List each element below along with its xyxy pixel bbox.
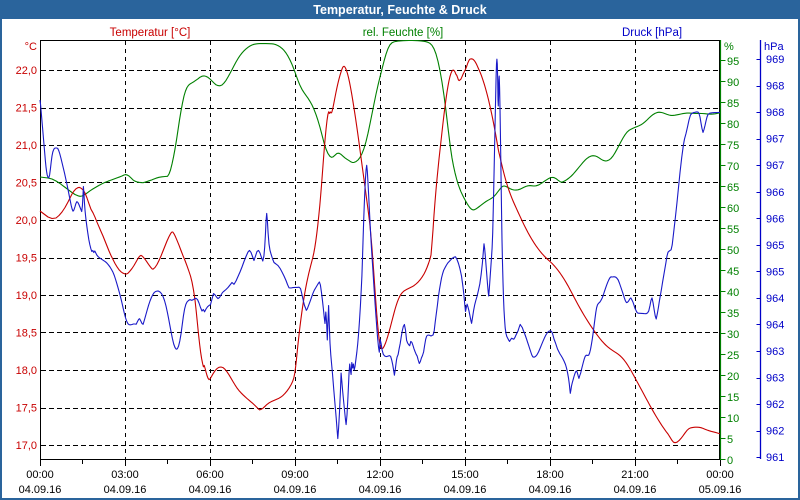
svg-text:17,0: 17,0	[16, 440, 37, 452]
svg-text:04.09.16: 04.09.16	[529, 484, 572, 496]
svg-text:21,5: 21,5	[16, 103, 37, 115]
svg-text:60: 60	[727, 203, 739, 215]
svg-text:°C: °C	[25, 41, 37, 53]
svg-text:965: 965	[766, 240, 784, 252]
svg-text:03:00: 03:00	[111, 469, 139, 481]
svg-text:%: %	[724, 41, 734, 53]
svg-text:964: 964	[766, 293, 784, 305]
svg-text:85: 85	[727, 98, 739, 110]
svg-text:70: 70	[727, 161, 739, 173]
svg-text:19,0: 19,0	[16, 290, 37, 302]
svg-text:21:00: 21:00	[621, 469, 649, 481]
svg-text:Temperatur, Feuchte & Druck: Temperatur, Feuchte & Druck	[313, 3, 486, 17]
svg-text:18,0: 18,0	[16, 365, 37, 377]
svg-text:20,0: 20,0	[16, 215, 37, 227]
svg-text:967: 967	[766, 134, 784, 146]
svg-text:22,0: 22,0	[16, 65, 37, 77]
svg-text:15:00: 15:00	[451, 469, 479, 481]
svg-text:95: 95	[727, 56, 739, 68]
svg-text:968: 968	[766, 107, 784, 119]
svg-text:80: 80	[727, 119, 739, 131]
svg-text:06:00: 06:00	[196, 469, 224, 481]
svg-text:966: 966	[766, 213, 784, 225]
svg-text:18:00: 18:00	[536, 469, 564, 481]
svg-text:20: 20	[727, 371, 739, 383]
svg-text:04.09.16: 04.09.16	[189, 484, 232, 496]
svg-text:12:00: 12:00	[366, 469, 394, 481]
svg-text:40: 40	[727, 287, 739, 299]
svg-text:hPa: hPa	[764, 41, 784, 53]
svg-text:15: 15	[727, 392, 739, 404]
svg-text:04.09.16: 04.09.16	[614, 484, 657, 496]
svg-text:04.09.16: 04.09.16	[19, 484, 62, 496]
svg-text:968: 968	[766, 81, 784, 93]
svg-text:18,5: 18,5	[16, 328, 37, 340]
svg-text:25: 25	[727, 350, 739, 362]
svg-text:05.09.16: 05.09.16	[699, 484, 742, 496]
svg-text:21,0: 21,0	[16, 140, 37, 152]
svg-text:55: 55	[727, 224, 739, 236]
svg-text:966: 966	[766, 187, 784, 199]
svg-text:Druck [hPa]: Druck [hPa]	[622, 27, 682, 39]
svg-text:10: 10	[727, 413, 739, 425]
svg-text:30: 30	[727, 329, 739, 341]
svg-text:04.09.16: 04.09.16	[274, 484, 317, 496]
svg-text:962: 962	[766, 399, 784, 411]
svg-text:09:00: 09:00	[281, 469, 309, 481]
svg-text:17,5: 17,5	[16, 403, 37, 415]
svg-text:965: 965	[766, 266, 784, 278]
svg-text:45: 45	[727, 266, 739, 278]
svg-text:rel. Feuchte [%]: rel. Feuchte [%]	[363, 27, 444, 39]
svg-text:04.09.16: 04.09.16	[444, 484, 487, 496]
svg-text:963: 963	[766, 373, 784, 385]
svg-text:5: 5	[727, 434, 733, 446]
svg-text:962: 962	[766, 426, 784, 438]
svg-text:04.09.16: 04.09.16	[104, 484, 147, 496]
svg-text:0: 0	[727, 455, 733, 467]
svg-text:00:00: 00:00	[706, 469, 734, 481]
svg-text:04.09.16: 04.09.16	[359, 484, 402, 496]
svg-text:65: 65	[727, 182, 739, 194]
svg-text:964: 964	[766, 320, 784, 332]
svg-text:50: 50	[727, 245, 739, 257]
svg-text:35: 35	[727, 308, 739, 320]
svg-text:961: 961	[766, 452, 784, 464]
svg-text:19,5: 19,5	[16, 253, 37, 265]
svg-text:967: 967	[766, 160, 784, 172]
svg-text:963: 963	[766, 346, 784, 358]
svg-text:90: 90	[727, 77, 739, 89]
svg-text:969: 969	[766, 54, 784, 66]
svg-text:Temperatur [°C]: Temperatur [°C]	[110, 27, 191, 39]
svg-text:20,5: 20,5	[16, 178, 37, 190]
svg-text:00:00: 00:00	[26, 469, 54, 481]
svg-text:75: 75	[727, 140, 739, 152]
